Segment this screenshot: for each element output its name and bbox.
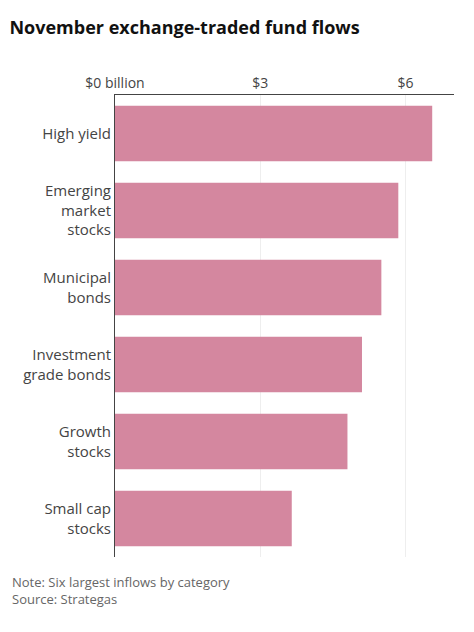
svg-text:Municipalbonds: Municipalbonds <box>43 267 111 307</box>
svg-text:High yield: High yield <box>42 123 111 143</box>
svg-text:Investmentgrade bonds: Investmentgrade bonds <box>23 344 111 384</box>
svg-text:Emergingmarketstocks: Emergingmarketstocks <box>45 180 111 239</box>
svg-text:$3: $3 <box>252 73 268 92</box>
svg-text:$0 billion: $0 billion <box>85 73 144 92</box>
svg-text:Note: Six largest inflows by c: Note: Six largest inflows by categorySou… <box>12 573 230 608</box>
svg-text:Growthstocks: Growthstocks <box>59 421 111 461</box>
svg-text:Small capstocks: Small capstocks <box>44 498 111 538</box>
svg-text:November exchange-traded fund: November exchange-traded fund flows <box>9 15 359 39</box>
svg-text:$6: $6 <box>398 73 414 92</box>
